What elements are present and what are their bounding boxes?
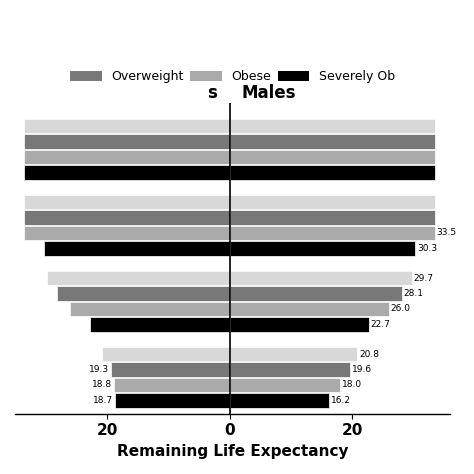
Bar xyxy=(24,210,229,225)
Legend: Overweight, Obese, Severely Ob: Overweight, Obese, Severely Ob xyxy=(65,65,400,88)
Text: 26.0: 26.0 xyxy=(391,304,411,313)
Bar xyxy=(229,271,411,285)
Bar xyxy=(111,362,229,377)
Bar xyxy=(229,134,435,149)
Bar xyxy=(24,195,229,210)
Bar xyxy=(91,317,229,331)
Bar xyxy=(57,286,229,301)
Text: 16.2: 16.2 xyxy=(331,396,351,405)
Text: 18.8: 18.8 xyxy=(92,380,112,389)
Bar xyxy=(44,241,229,255)
Bar xyxy=(229,195,435,210)
Bar xyxy=(24,226,229,240)
Bar xyxy=(229,226,435,240)
Bar xyxy=(24,165,229,180)
Bar xyxy=(70,301,229,316)
Bar xyxy=(24,119,229,133)
Text: s: s xyxy=(208,84,217,102)
X-axis label: Remaining Life Expectancy: Remaining Life Expectancy xyxy=(117,444,348,459)
Bar xyxy=(229,119,435,133)
Bar xyxy=(229,347,357,361)
Text: 22.7: 22.7 xyxy=(371,320,391,329)
Bar xyxy=(229,301,389,316)
Bar xyxy=(229,317,369,331)
Text: 29.7: 29.7 xyxy=(413,273,434,283)
Bar xyxy=(114,378,229,392)
Bar xyxy=(115,393,229,408)
Bar xyxy=(229,286,402,301)
Text: 20.8: 20.8 xyxy=(359,350,379,359)
Bar xyxy=(229,165,435,180)
Bar xyxy=(229,362,350,377)
Text: 19.3: 19.3 xyxy=(89,365,109,374)
Text: 33.5: 33.5 xyxy=(437,228,457,237)
Bar xyxy=(47,271,229,285)
Bar xyxy=(24,134,229,149)
Text: Males: Males xyxy=(242,84,296,102)
Bar xyxy=(102,347,229,361)
Text: 18.7: 18.7 xyxy=(93,396,113,405)
Bar xyxy=(24,150,229,164)
Bar xyxy=(229,378,340,392)
Bar xyxy=(229,210,435,225)
Bar xyxy=(229,150,435,164)
Text: 18.0: 18.0 xyxy=(342,380,362,389)
Bar xyxy=(229,393,329,408)
Text: 19.6: 19.6 xyxy=(352,365,372,374)
Text: 28.1: 28.1 xyxy=(404,289,424,298)
Bar xyxy=(229,241,415,255)
Text: 30.3: 30.3 xyxy=(417,244,438,253)
